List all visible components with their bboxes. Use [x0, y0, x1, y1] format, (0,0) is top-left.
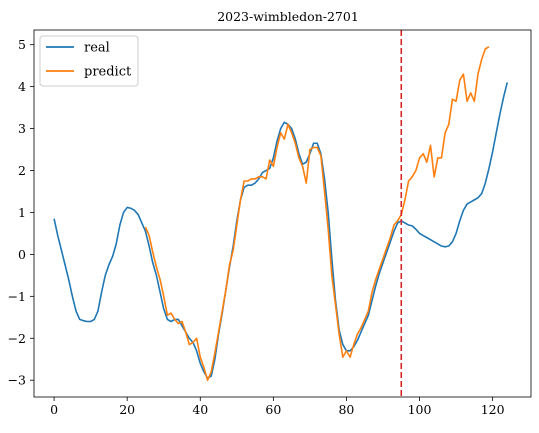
y-tick-label: 1 [18, 205, 26, 220]
y-tick-label: −3 [8, 373, 26, 388]
legend-box [39, 35, 139, 87]
x-tick-label: 40 [192, 402, 208, 417]
y-tick-label: 5 [18, 37, 26, 52]
y-tick-label: −2 [8, 331, 26, 346]
series-line-real [53, 82, 509, 379]
plot-frame [33, 29, 532, 398]
x-tick-label: 80 [338, 402, 354, 417]
x-tick-label: 100 [408, 402, 432, 417]
plot-area [53, 30, 509, 397]
x-tick-label: 120 [481, 402, 505, 417]
x-tick-label: 60 [265, 402, 281, 417]
y-tick-label: −1 [8, 289, 26, 304]
legend: real predict [39, 35, 139, 87]
y-tick-label: 0 [18, 247, 26, 262]
y-tick-label: 4 [18, 79, 26, 94]
y-tick-label: 3 [18, 121, 26, 136]
chart-title: 2023-wimbledon-2701 [217, 9, 359, 24]
legend-label-predict: predict [84, 65, 132, 80]
x-tick-label: 0 [50, 402, 58, 417]
y-tick-label: 2 [18, 163, 26, 178]
legend-label-real: real [84, 41, 110, 56]
series-line-predict [144, 46, 490, 382]
x-tick-label: 20 [119, 402, 135, 417]
